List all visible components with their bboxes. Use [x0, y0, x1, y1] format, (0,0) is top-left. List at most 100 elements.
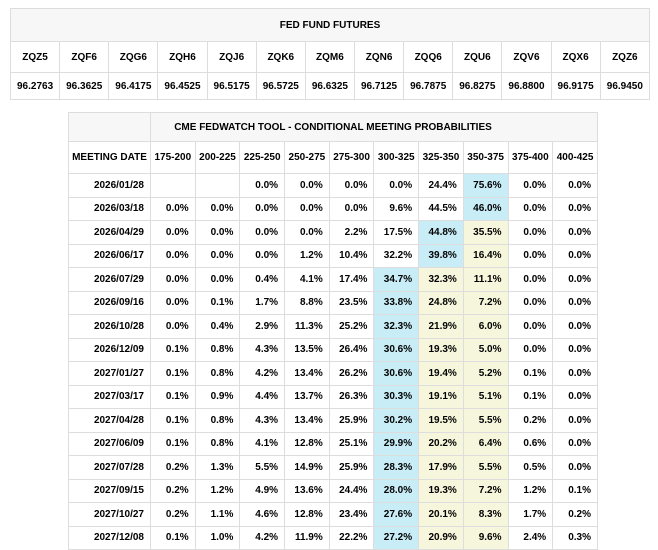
probability-cell: 0.0% — [552, 384, 598, 409]
futures-contract-header: ZQK6 — [255, 41, 306, 73]
rate-range-header: 275-300 — [328, 141, 375, 174]
meeting-row: 2027/07/28 0.2% 1.3% 5.5% 14.9% 25.9% 28.3% 17.… — [68, 455, 598, 480]
probability-cell: 0.6% — [507, 431, 554, 456]
meeting-row: 2026/04/29 0.0% 0.0% 0.0% 0.0% 2.2% 17.5% 44.8%… — [68, 220, 598, 245]
rate-range-header: 375-400 — [507, 141, 554, 174]
probability-cell: 0.0% — [552, 173, 598, 198]
probability-cell: 23.4% — [328, 502, 375, 527]
probability-cell: 30.2% — [373, 408, 420, 433]
probability-cell: 0.0% — [150, 267, 196, 292]
probability-cell: 5.5% — [462, 408, 509, 433]
meeting-date-cell: 2027/12/08 — [68, 525, 151, 550]
probability-cell: 39.8% — [418, 243, 464, 268]
probability-cell: 0.0% — [507, 337, 554, 362]
futures-contract-header: ZQZ6 — [599, 41, 651, 73]
probability-cell: 0.8% — [194, 431, 241, 456]
probability-cell: 12.8% — [284, 502, 330, 527]
probability-cell: 17.5% — [373, 220, 420, 245]
probability-cell: 8.3% — [462, 502, 509, 527]
meeting-row: 2027/09/15 0.2% 1.2% 4.9% 13.6% 24.4% 28.0% 19.… — [68, 478, 598, 503]
rate-range-header: 225-250 — [239, 141, 286, 174]
probability-cell: 0.0% — [194, 196, 241, 221]
probability-cell: 0.1% — [194, 290, 241, 315]
probability-cell: 28.3% — [373, 455, 420, 480]
futures-title-row: FED FUND FUTURES — [10, 8, 650, 42]
probability-cell: 0.0% — [552, 455, 598, 480]
probability-cell: 32.2% — [373, 243, 420, 268]
probability-cell: 0.0% — [194, 243, 241, 268]
probability-cell: 0.0% — [328, 173, 375, 198]
meeting-row: 2027/06/09 0.1% 0.8% 4.1% 12.8% 25.1% 29.9% 20.… — [68, 431, 598, 456]
futures-price-row: 96.2763 96.3625 96.4175 96.4525 96.5175 96.57… — [9, 72, 651, 100]
futures-price-cell: 96.3625 — [59, 72, 110, 100]
probability-cell: 0.0% — [284, 196, 330, 221]
probability-cell: 0.0% — [552, 243, 598, 268]
meeting-date-cell: 2027/01/27 — [68, 361, 151, 386]
futures-price-cell: 96.5175 — [206, 72, 257, 100]
probability-cell: 0.1% — [150, 361, 196, 386]
probability-cell: 0.0% — [328, 196, 375, 221]
probability-cell: 4.1% — [239, 431, 286, 456]
probability-cell: 13.4% — [284, 361, 330, 386]
cme-fedwatch-table: CME FEDWATCH TOOL - CONDITIONAL MEETING … — [68, 112, 598, 550]
futures-header-row: ZQZ5 ZQF6 ZQG6 ZQH6 ZQJ6 ZQK6 ZQM6 ZQN6 ZQQ6 ZQU6… — [9, 41, 651, 73]
probability-cell: 11.3% — [284, 314, 330, 339]
probability-cell: 21.9% — [418, 314, 464, 339]
fedwatch-title-text: CME FEDWATCH TOOL - CONDITIONAL MEETING … — [174, 121, 492, 133]
probability-cell: 24.4% — [418, 173, 464, 198]
futures-table-title: FED FUND FUTURES — [10, 8, 650, 42]
probability-cell: 12.8% — [284, 431, 330, 456]
fedwatch-header-row: MEETING DATE 175-200 200-225 225-250 250-27… — [68, 141, 598, 174]
meeting-date-cell: 2027/10/27 — [68, 502, 151, 527]
futures-price-cell: 96.8800 — [501, 72, 552, 100]
probability-cell: 0.0% — [150, 314, 196, 339]
meeting-row: 2027/10/27 0.2% 1.1% 4.6% 12.8% 23.4% 27.6% 20.… — [68, 502, 598, 527]
futures-contract-header: ZQF6 — [59, 41, 110, 73]
probability-cell: 75.6% — [462, 173, 509, 198]
probability-cell: 30.6% — [373, 361, 420, 386]
probability-cell: 1.7% — [239, 290, 286, 315]
probability-cell: 7.2% — [462, 478, 509, 503]
probability-cell: 4.6% — [239, 502, 286, 527]
probability-cell: 0.0% — [284, 220, 330, 245]
probability-cell: 0.0% — [150, 243, 196, 268]
probability-cell: 0.0% — [373, 173, 420, 198]
probability-cell: 2.2% — [328, 220, 375, 245]
meeting-date-cell: 2026/10/28 — [68, 314, 151, 339]
futures-contract-header: ZQH6 — [157, 41, 208, 73]
meeting-row: 2026/07/29 0.0% 0.0% 0.4% 4.1% 17.4% 34.7% 32.3… — [68, 267, 598, 292]
futures-price-cell: 96.6325 — [304, 72, 355, 100]
meeting-row: 2026/12/09 0.1% 0.8% 4.3% 13.5% 26.4% 30.6% 19.… — [68, 337, 598, 362]
probability-cell: 34.7% — [373, 267, 420, 292]
probability-cell: 0.1% — [507, 384, 554, 409]
probability-cell: 9.6% — [462, 525, 509, 550]
probability-cell: 11.9% — [284, 525, 330, 550]
meeting-date-cell: 2027/03/17 — [68, 384, 151, 409]
futures-contract-header: ZQM6 — [304, 41, 355, 73]
probability-cell: 0.0% — [150, 220, 196, 245]
probability-cell: 0.0% — [194, 220, 241, 245]
probability-cell: 0.8% — [194, 408, 241, 433]
probability-cell: 4.3% — [239, 337, 286, 362]
probability-cell: 0.1% — [150, 525, 196, 550]
meeting-row: 2026/10/28 0.0% 0.4% 2.9% 11.3% 25.2% 32.3% 21.… — [68, 314, 598, 339]
probability-cell: 1.7% — [507, 502, 554, 527]
probability-cell: 14.9% — [284, 455, 330, 480]
rate-range-header: 300-325 — [373, 141, 420, 174]
probability-cell: 0.1% — [150, 337, 196, 362]
probability-cell: 0.0% — [239, 173, 286, 198]
probability-cell: 0.2% — [552, 502, 598, 527]
probability-cell: 0.0% — [552, 220, 598, 245]
probability-cell: 7.2% — [462, 290, 509, 315]
probability-cell: 19.3% — [418, 478, 464, 503]
probability-cell: 26.3% — [328, 384, 375, 409]
probability-cell: 13.6% — [284, 478, 330, 503]
probability-cell: 27.2% — [373, 525, 420, 550]
probability-cell: 26.2% — [328, 361, 375, 386]
futures-price-cell: 96.7875 — [403, 72, 454, 100]
probability-cell: 19.1% — [418, 384, 464, 409]
probability-cell: 33.8% — [373, 290, 420, 315]
probability-cell: 23.5% — [328, 290, 375, 315]
probability-cell: 1.2% — [194, 478, 241, 503]
probability-cell: 1.2% — [284, 243, 330, 268]
